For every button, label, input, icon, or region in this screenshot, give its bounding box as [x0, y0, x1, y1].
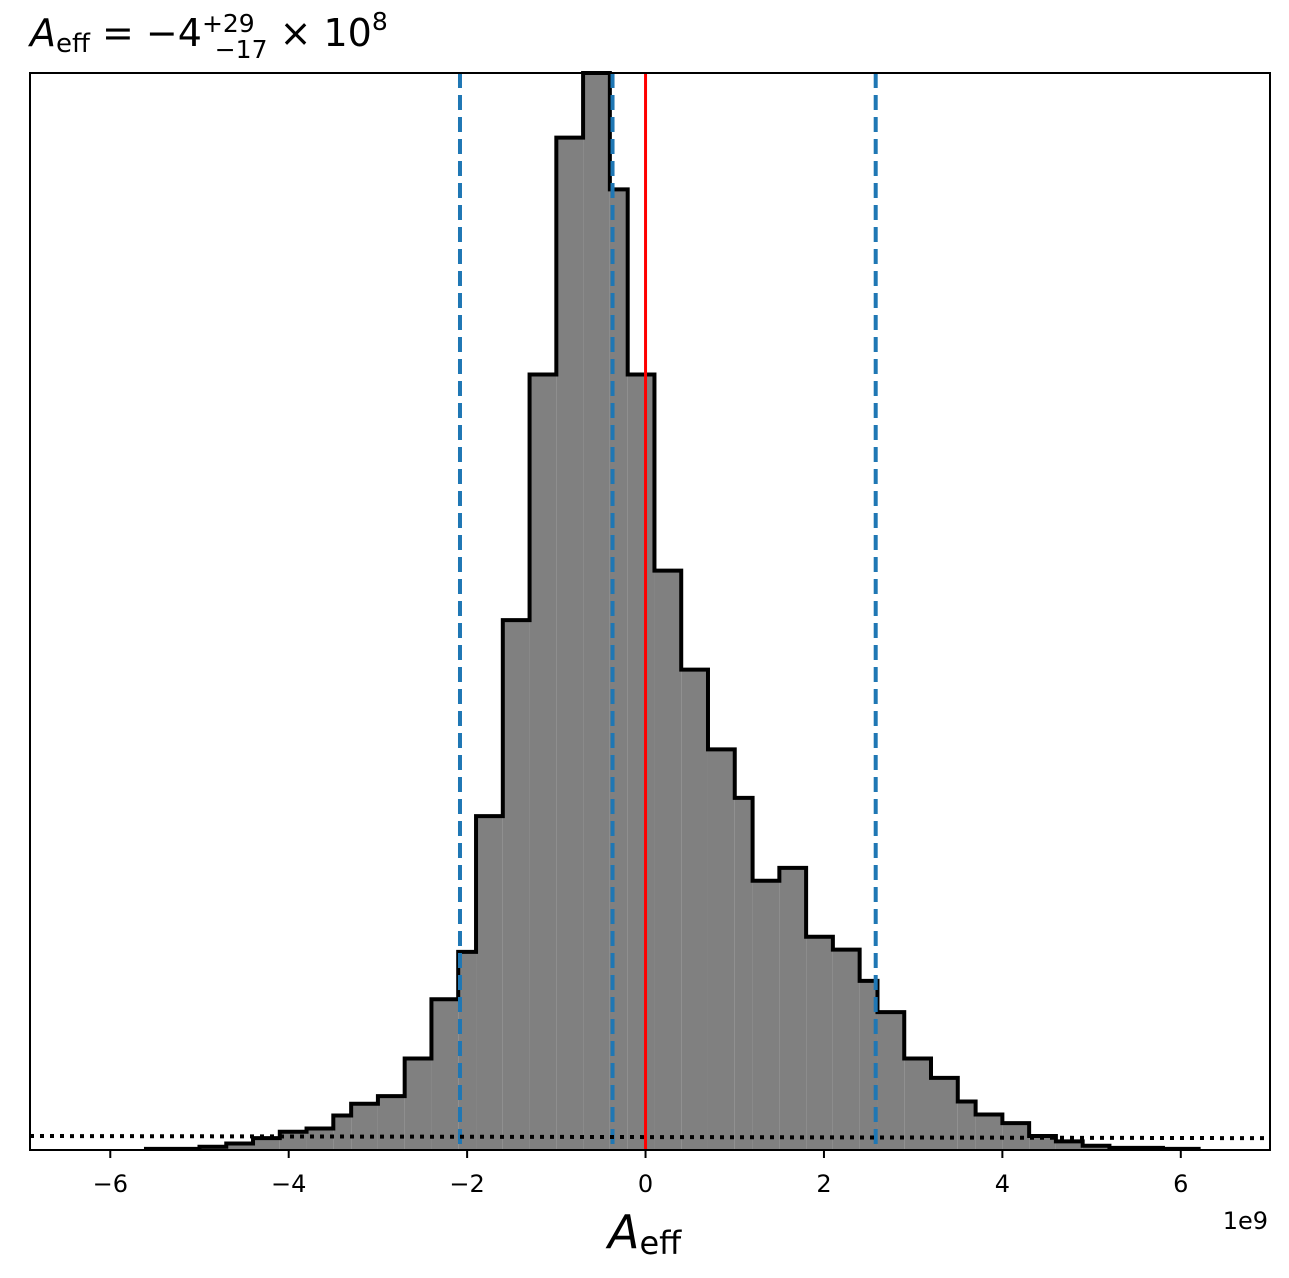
x-tick-label: −2 — [449, 1170, 484, 1198]
histogram-bar — [529, 374, 557, 1150]
histogram-bar — [404, 1058, 432, 1150]
histogram-bar — [333, 1115, 352, 1150]
histogram-bar — [627, 374, 655, 1150]
histogram-bars — [143, 71, 1201, 1151]
x-tick-label: −4 — [271, 1170, 306, 1198]
histogram-bar — [904, 1058, 932, 1150]
histogram-bar — [351, 1103, 378, 1150]
histogram-bar — [1029, 1135, 1056, 1150]
reference-lines — [29, 73, 1271, 1150]
histogram-bar — [476, 816, 503, 1150]
title-symbol: A — [27, 11, 56, 55]
histogram-bar — [734, 797, 753, 1150]
chart-title: Aeff = −4+29 −17 × 108 — [27, 7, 388, 64]
histogram-bar — [253, 1138, 280, 1150]
x-tick-label: 4 — [995, 1170, 1010, 1198]
title-subscript: eff — [56, 29, 91, 59]
histogram-bar — [279, 1131, 307, 1150]
histogram-bar — [806, 936, 833, 1150]
histogram-outline — [143, 71, 1201, 1151]
histogram-bar — [859, 980, 878, 1150]
x-tick-label: 2 — [816, 1170, 831, 1198]
histogram-bar — [583, 73, 610, 1150]
histogram-bar — [556, 137, 584, 1150]
prior-line — [29, 1133, 1271, 1141]
x-axis-ticks: −6 −4 −2 0 2 4 6 — [93, 1150, 1188, 1198]
histogram-bar — [975, 1114, 1003, 1150]
title-upper-error: +29 — [202, 9, 255, 38]
plot-frame — [29, 72, 1271, 1151]
title-times: × 10 — [267, 11, 371, 55]
histogram-bar — [431, 999, 459, 1150]
x-tick-label: 6 — [1173, 1170, 1188, 1198]
title-exponent: 8 — [372, 7, 388, 36]
histogram-bar — [226, 1143, 254, 1150]
xlabel-symbol: A — [605, 1205, 639, 1259]
x-axis-offset-text: 1e9 — [1223, 1207, 1268, 1235]
x-tick-label: 0 — [638, 1170, 653, 1198]
histogram-bar — [1055, 1141, 1083, 1150]
histogram-bar — [654, 570, 682, 1150]
x-axis-label: Aeff — [605, 1205, 682, 1262]
histogram-bar — [832, 949, 860, 1150]
histogram-bar — [377, 1096, 405, 1150]
histogram-bar — [779, 867, 807, 1150]
histogram-bar — [1002, 1123, 1030, 1150]
histogram-bar — [458, 951, 477, 1150]
histogram-bar — [502, 620, 530, 1150]
title-value: −4 — [146, 11, 202, 55]
xlabel-subscript: eff — [639, 1224, 682, 1262]
title-equals: = — [90, 11, 146, 55]
histogram-bar — [306, 1128, 334, 1150]
histogram-bar — [752, 880, 780, 1150]
histogram-bar — [1082, 1145, 1110, 1150]
histogram-bar — [957, 1101, 976, 1150]
title-lower-error: −17 — [215, 35, 268, 64]
histogram-bar — [877, 1012, 905, 1150]
histogram-bar — [707, 749, 735, 1150]
x-tick-label: −6 — [93, 1170, 128, 1198]
histogram-bar — [681, 669, 708, 1150]
